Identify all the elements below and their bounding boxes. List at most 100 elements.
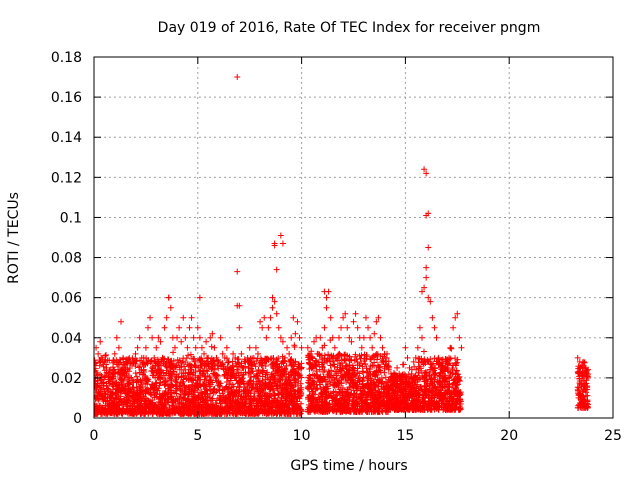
data-point [261, 357, 268, 364]
data-point [121, 395, 128, 402]
data-point [359, 363, 366, 370]
data-point [125, 368, 132, 375]
data-point [279, 240, 286, 247]
points-layer [94, 74, 592, 417]
y-tick-label: 0.16 [51, 90, 82, 106]
data-point [325, 368, 332, 375]
data-point [107, 410, 114, 417]
data-point [404, 354, 411, 361]
data-point [367, 363, 374, 370]
data-point [153, 344, 160, 351]
data-point [336, 350, 343, 357]
data-point [358, 360, 365, 367]
data-point [234, 74, 241, 81]
data-point [236, 302, 243, 309]
data-point [95, 406, 102, 413]
data-point [316, 366, 323, 373]
data-point [94, 378, 98, 385]
data-point [221, 354, 228, 361]
data-point [156, 408, 163, 415]
data-point [367, 397, 374, 404]
data-point [169, 402, 176, 409]
data-point [308, 400, 315, 407]
data-point [308, 348, 315, 355]
data-point [323, 400, 330, 407]
data-point [431, 324, 438, 331]
data-point [234, 268, 241, 275]
data-point [378, 359, 385, 366]
data-point [270, 398, 277, 405]
data-point [255, 350, 262, 357]
data-point [117, 393, 124, 400]
data-point [342, 351, 349, 358]
data-point [338, 324, 345, 331]
data-point [160, 355, 167, 362]
data-point [277, 386, 284, 393]
data-point [274, 362, 281, 369]
data-point [372, 392, 379, 399]
data-point [397, 396, 404, 403]
data-point [427, 389, 434, 396]
data-point [298, 364, 305, 371]
data-point [366, 366, 373, 373]
data-point [422, 387, 429, 394]
data-point [406, 388, 413, 395]
data-point [342, 363, 349, 370]
data-point [288, 356, 295, 363]
data-point [258, 397, 265, 404]
data-point [271, 298, 278, 305]
data-point [204, 393, 211, 400]
chart-title: Day 019 of 2016, Rate Of TEC Index for r… [158, 20, 541, 36]
data-point [219, 409, 226, 416]
data-point [323, 294, 330, 301]
data-point [223, 379, 230, 386]
data-point [318, 393, 325, 400]
data-point [272, 380, 279, 387]
data-point [234, 359, 241, 366]
data-point [383, 394, 390, 401]
data-point [429, 399, 436, 406]
data-point [194, 324, 201, 331]
data-point [297, 392, 304, 399]
data-point [386, 397, 393, 404]
data-point [156, 370, 163, 377]
data-point [192, 379, 199, 386]
y-tick-label: 0.08 [51, 251, 82, 267]
data-point [148, 406, 155, 413]
data-point [577, 368, 584, 375]
data-point [134, 378, 141, 385]
data-point [419, 334, 426, 341]
data-point [263, 334, 270, 341]
data-point [316, 377, 323, 384]
data-point [98, 375, 105, 382]
data-point [142, 344, 149, 351]
data-point [108, 402, 115, 409]
data-point [423, 274, 430, 281]
data-point [103, 382, 110, 389]
data-point [327, 314, 334, 321]
data-point [324, 404, 331, 411]
data-point [367, 377, 374, 384]
data-point [281, 354, 288, 361]
data-point [260, 367, 267, 374]
data-point [448, 344, 455, 351]
data-point [181, 363, 188, 370]
data-point [345, 408, 352, 415]
data-point [452, 361, 459, 368]
data-point [324, 408, 331, 415]
data-point [196, 406, 203, 413]
data-point [99, 408, 106, 415]
data-point [260, 382, 267, 389]
data-point [237, 405, 244, 412]
data-point [259, 368, 266, 375]
data-point [190, 334, 197, 341]
data-point [96, 395, 103, 402]
data-point [151, 354, 158, 361]
data-point [377, 334, 384, 341]
data-point [452, 370, 459, 377]
data-point [286, 400, 293, 407]
data-point [109, 378, 116, 385]
data-point [95, 350, 102, 357]
data-point [452, 314, 459, 321]
